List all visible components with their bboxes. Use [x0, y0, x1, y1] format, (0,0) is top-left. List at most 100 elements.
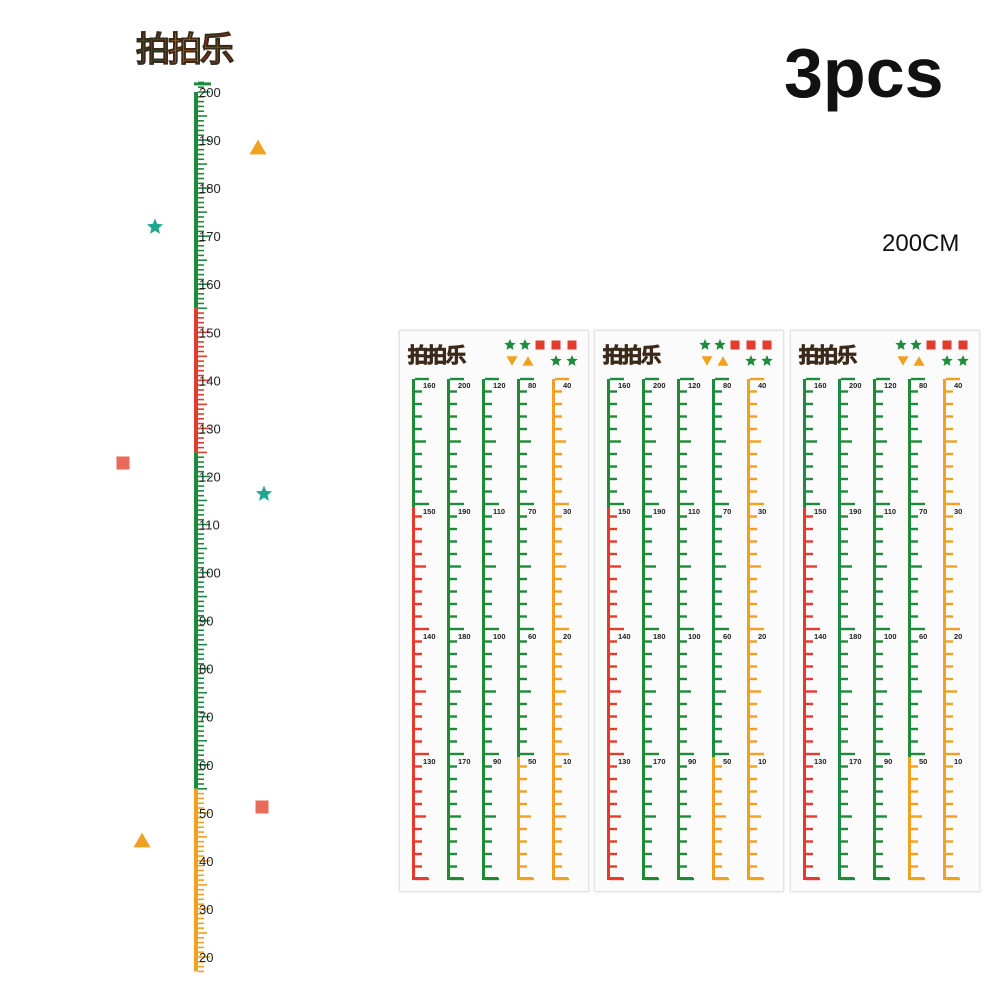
- strip-bar: [412, 757, 415, 879]
- strip-label: 140: [618, 632, 631, 641]
- strip-tick: [750, 377, 764, 381]
- strip-tick: [645, 440, 656, 443]
- square-icon: [730, 340, 740, 350]
- ruler-tick: [198, 389, 204, 391]
- ruler-tick: [198, 528, 204, 531]
- ruler-tick: [198, 946, 204, 949]
- strip-tick: [680, 552, 687, 556]
- strip-tick: [485, 865, 492, 868]
- strip-tick: [645, 740, 652, 743]
- strip-tick: [520, 590, 527, 593]
- ruler-tick: [198, 293, 204, 295]
- strip-label: 130: [618, 757, 631, 766]
- strip-label: 130: [423, 757, 436, 766]
- strip-tick: [680, 565, 691, 568]
- ruler-label: 140: [199, 373, 221, 388]
- strip-tick: [750, 565, 761, 568]
- strip-tick: [750, 390, 757, 393]
- strip-tick: [415, 727, 422, 731]
- strip-tick: [645, 752, 659, 756]
- ruler-tick: [198, 341, 204, 343]
- strip-tick: [450, 640, 457, 643]
- ruler-tick: [198, 317, 204, 319]
- strip-bar: [838, 507, 841, 632]
- ruler-label: 40: [199, 854, 213, 869]
- strip-tick: [911, 665, 918, 668]
- ruler-tick: [198, 888, 204, 891]
- ruler-tick: [198, 249, 204, 252]
- strip-tick: [876, 802, 883, 806]
- strip-tick: [946, 840, 953, 843]
- ruler-tick: [198, 480, 204, 483]
- ruler-tick: [198, 840, 204, 843]
- strip-tick: [520, 802, 527, 806]
- strip-label: 20: [758, 632, 766, 641]
- strip-tick: [555, 540, 562, 543]
- strip-tick: [415, 802, 422, 806]
- strip-tick: [610, 440, 621, 443]
- strip-tick: [610, 540, 617, 543]
- strip-label: 50: [919, 757, 927, 766]
- strip-tick: [645, 615, 652, 618]
- strip-tick: [485, 402, 492, 406]
- strip-label: 90: [688, 757, 696, 766]
- strip-tick: [555, 615, 562, 618]
- ruler-tick: [198, 576, 204, 579]
- strip-label: 60: [723, 632, 731, 641]
- strip-bar: [447, 507, 450, 632]
- ruler-tick: [198, 936, 204, 939]
- ruler-tick: [198, 307, 207, 310]
- strip-tick: [680, 602, 687, 606]
- strip-tick: [715, 377, 729, 381]
- strip-label: 90: [493, 757, 501, 766]
- strip-tick: [415, 677, 422, 681]
- strip-tick: [946, 715, 953, 718]
- strip-tick: [715, 490, 722, 493]
- strip-tick: [946, 390, 953, 393]
- strip-tick: [911, 552, 918, 556]
- strip-label: 180: [653, 632, 666, 641]
- strip-tick: [485, 565, 496, 568]
- strip-tick: [450, 590, 457, 593]
- strip-tick: [680, 465, 687, 468]
- strip-tick: [911, 677, 918, 681]
- strip-tick: [645, 415, 652, 418]
- strip-tick: [520, 727, 527, 731]
- strip-tick: [555, 665, 562, 668]
- strip-label: 100: [884, 632, 897, 641]
- strip-bar: [747, 379, 750, 507]
- ruler-tick: [198, 648, 204, 651]
- strip-tick: [450, 727, 457, 731]
- strip-base: [482, 877, 498, 880]
- strip-tick: [680, 790, 687, 793]
- strip-tick: [841, 690, 852, 693]
- strip-tick: [715, 527, 722, 531]
- strip-tick: [841, 390, 848, 393]
- strip-tick: [946, 815, 957, 818]
- ruler-tick: [198, 139, 210, 141]
- strip-tick: [555, 552, 562, 556]
- strip-tick: [806, 452, 813, 456]
- strip-tick: [520, 477, 527, 481]
- strip-tick: [715, 427, 722, 431]
- strip-tick: [450, 452, 457, 456]
- ruler-tick: [198, 836, 207, 838]
- strip-tick: [841, 640, 848, 643]
- strip-tick: [555, 452, 562, 456]
- strip-label: 30: [758, 507, 766, 516]
- triangle-down-icon: [897, 356, 909, 366]
- strip-tick: [876, 552, 883, 556]
- strip-tick: [680, 727, 687, 731]
- strip-tick: [876, 565, 887, 568]
- strip-bar: [482, 507, 485, 632]
- strip-tick: [680, 765, 687, 768]
- strip-tick: [520, 652, 527, 656]
- strip-tick: [750, 790, 757, 793]
- strip-tick: [715, 552, 722, 556]
- strip-label: 80: [919, 381, 927, 390]
- ruler-tick: [198, 821, 204, 824]
- strip-tick: [450, 815, 461, 818]
- strip-tick: [450, 702, 457, 706]
- strip-tick: [645, 690, 656, 693]
- strip-tick: [750, 515, 757, 518]
